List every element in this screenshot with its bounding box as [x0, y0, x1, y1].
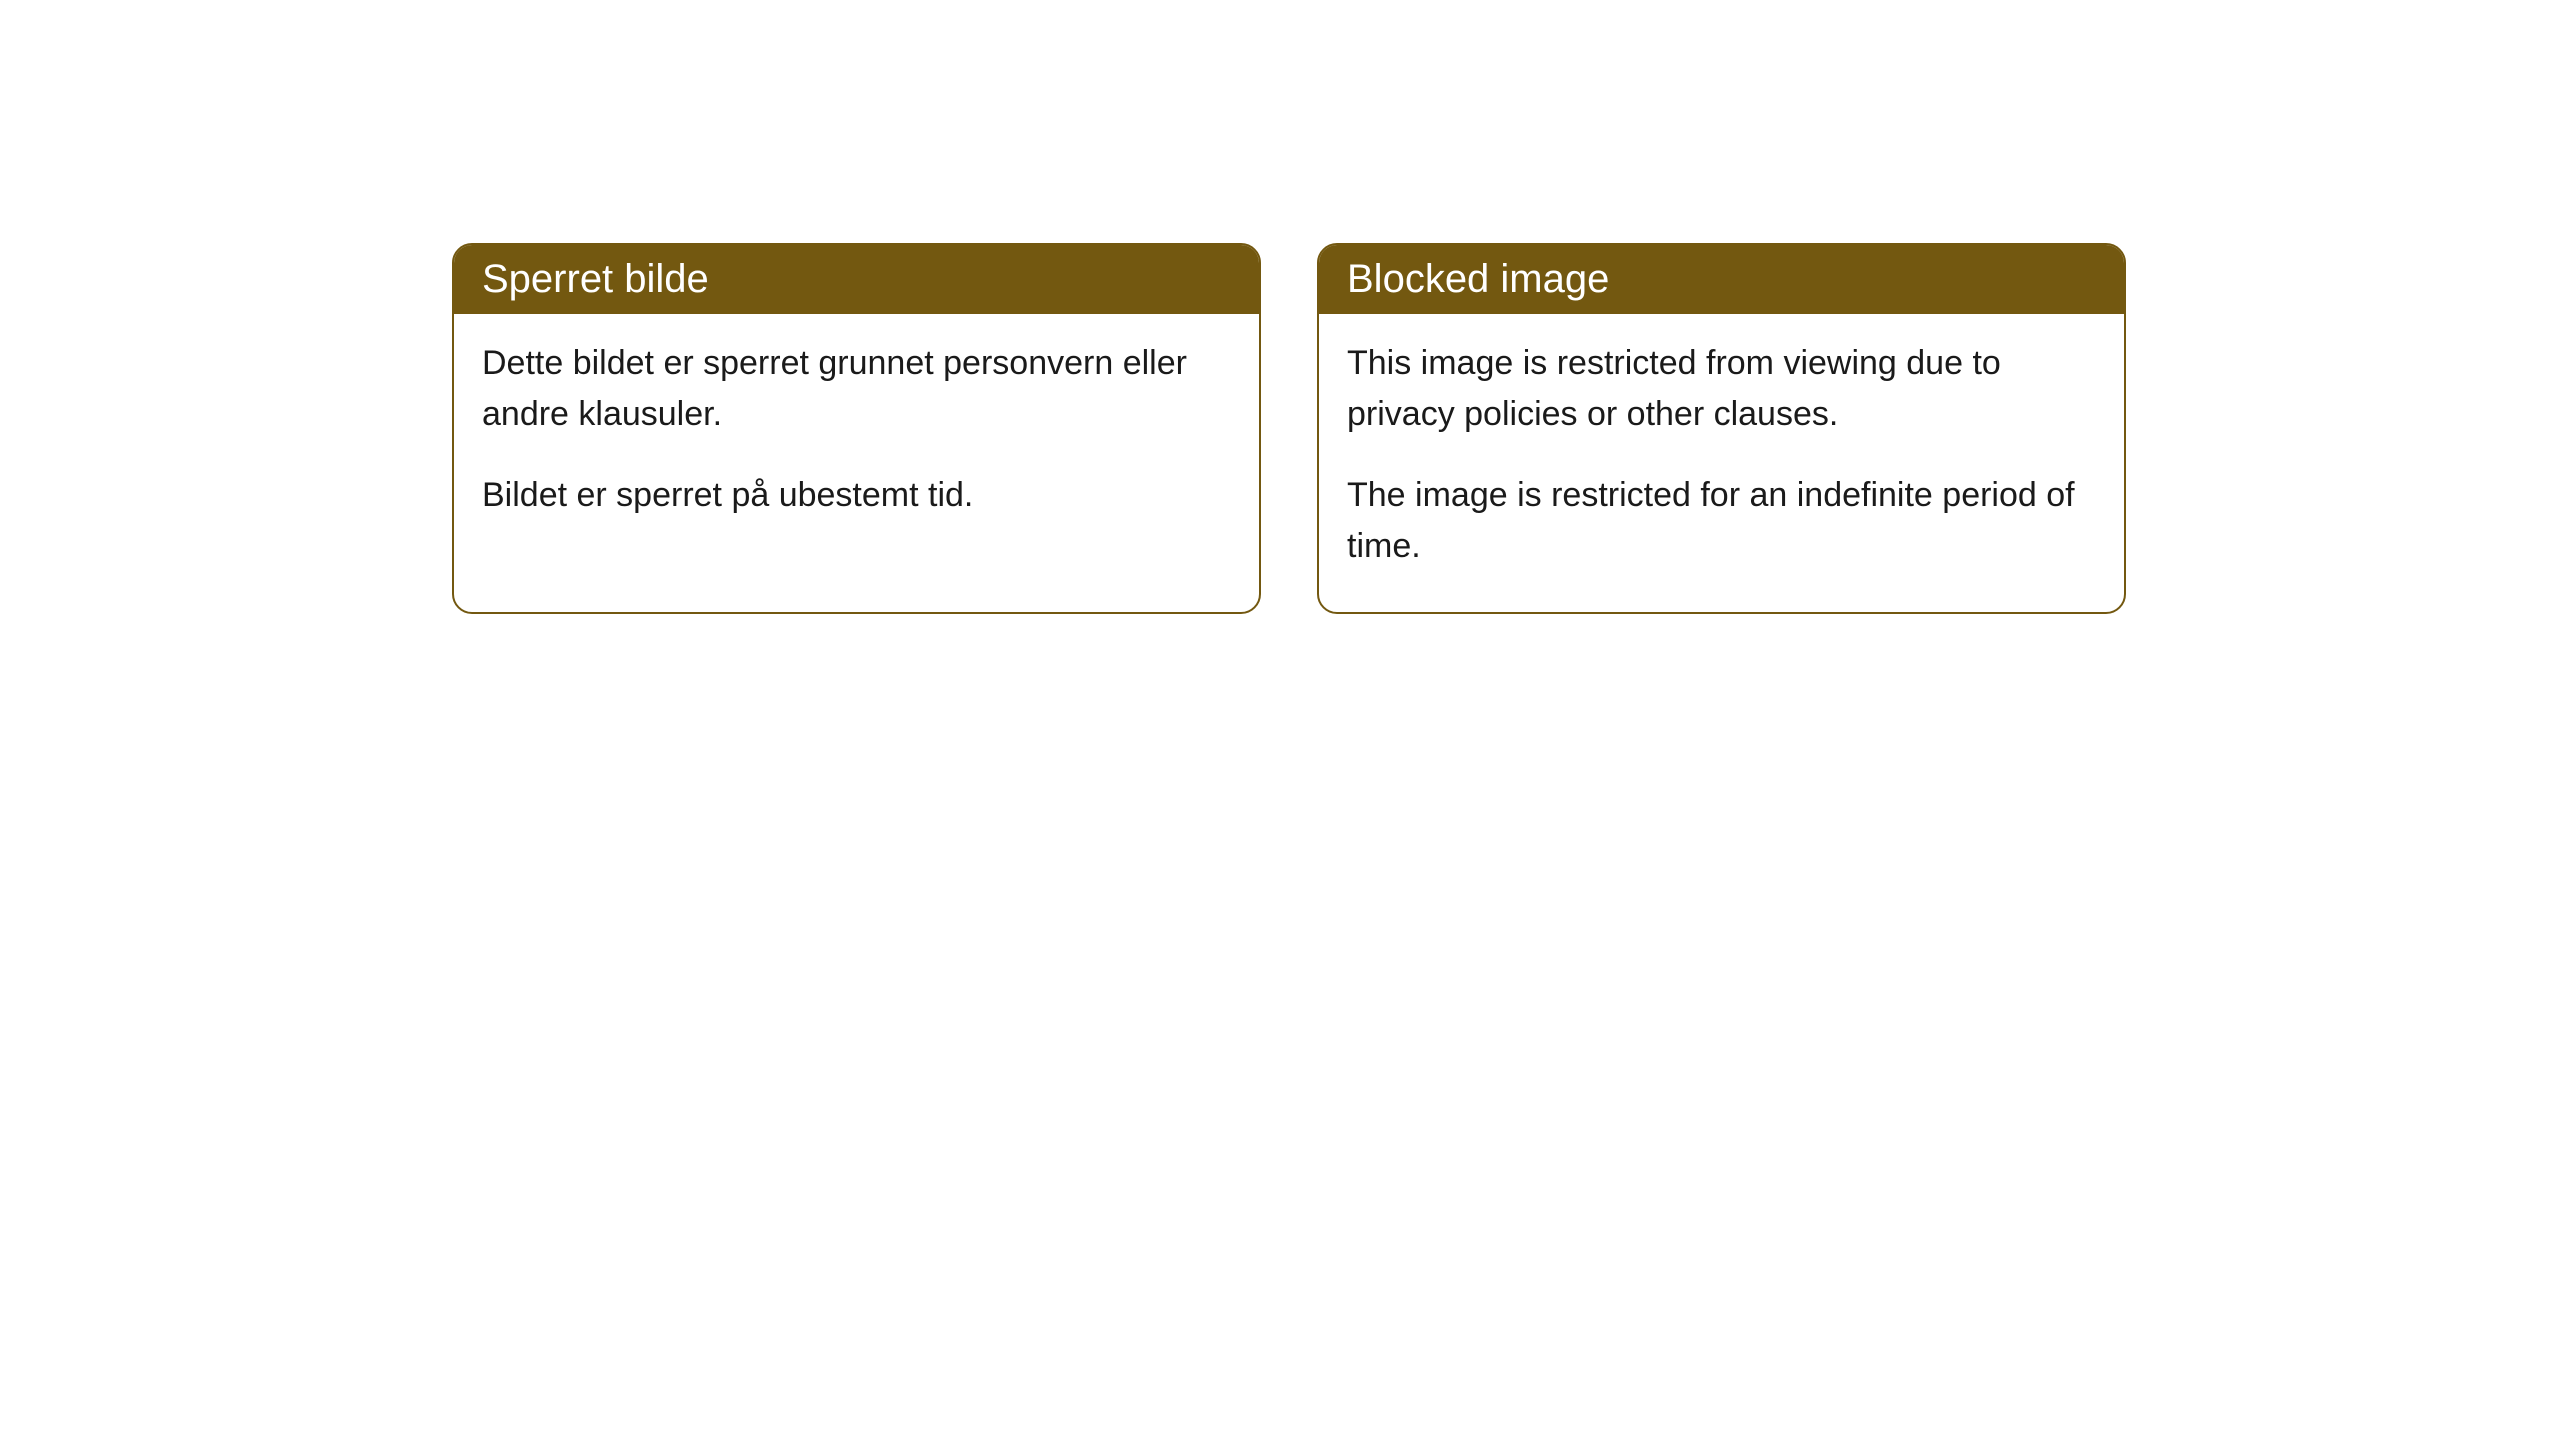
card-paragraph-1: This image is restricted from viewing du…: [1347, 338, 2096, 440]
card-english: Blocked image This image is restricted f…: [1317, 243, 2126, 614]
card-header-norwegian: Sperret bilde: [454, 245, 1259, 314]
card-body-norwegian: Dette bildet er sperret grunnet personve…: [454, 314, 1259, 561]
card-paragraph-1: Dette bildet er sperret grunnet personve…: [482, 338, 1231, 440]
card-paragraph-2: Bildet er sperret på ubestemt tid.: [482, 470, 1231, 521]
card-title: Sperret bilde: [482, 257, 709, 301]
card-body-english: This image is restricted from viewing du…: [1319, 314, 2124, 612]
cards-container: Sperret bilde Dette bildet er sperret gr…: [452, 243, 2126, 614]
card-header-english: Blocked image: [1319, 245, 2124, 314]
card-title: Blocked image: [1347, 257, 1609, 301]
card-paragraph-2: The image is restricted for an indefinit…: [1347, 470, 2096, 572]
card-norwegian: Sperret bilde Dette bildet er sperret gr…: [452, 243, 1261, 614]
